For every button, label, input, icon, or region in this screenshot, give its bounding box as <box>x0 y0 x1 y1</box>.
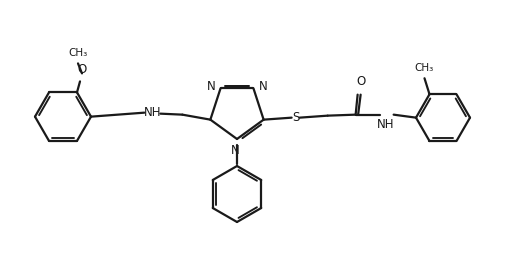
Text: NH: NH <box>143 106 161 119</box>
Text: CH₃: CH₃ <box>68 48 87 58</box>
Text: O: O <box>356 75 365 88</box>
Text: O: O <box>77 63 86 76</box>
Text: CH₃: CH₃ <box>414 63 433 73</box>
Text: S: S <box>291 111 299 124</box>
Text: N: N <box>258 80 267 93</box>
Text: NH: NH <box>376 118 393 131</box>
Text: N: N <box>207 80 215 93</box>
Text: N: N <box>230 144 239 157</box>
